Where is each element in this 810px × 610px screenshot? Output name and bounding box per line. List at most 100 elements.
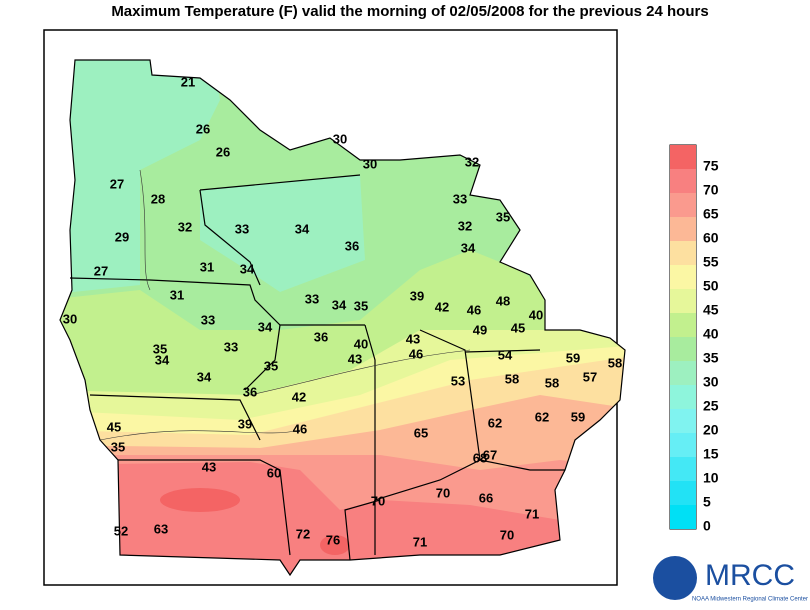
legend-label: 70 [703,182,719,198]
station-value: 57 [583,369,597,384]
station-value: 31 [200,259,214,274]
legend-label: 35 [703,350,719,366]
station-value: 35 [153,341,167,356]
station-value: 46 [293,421,307,436]
legend-label: 0 [703,518,711,534]
legend-swatch [670,217,696,241]
station-value: 67 [483,447,497,462]
legend-swatch [670,505,696,529]
legend-label: 65 [703,206,719,222]
station-value: 62 [488,415,502,430]
station-value: 60 [267,465,281,480]
station-value: 46 [409,346,423,361]
legend-label: 75 [703,158,719,174]
legend-label: 45 [703,302,719,318]
station-value: 45 [511,320,525,335]
station-value: 40 [529,307,543,322]
station-value: 43 [406,331,420,346]
station-value: 32 [458,218,472,233]
station-value: 40 [354,336,368,351]
legend-label: 55 [703,254,719,270]
legend-swatch [670,145,696,169]
station-value: 34 [155,352,170,367]
legend-label: 10 [703,470,719,486]
station-value: 71 [413,534,427,549]
station-value: 39 [238,416,252,431]
legend-label: 20 [703,422,719,438]
station-value: 33 [224,339,238,354]
station-value: 27 [94,263,108,278]
legend-swatch [670,481,696,505]
station-value: 46 [467,302,481,317]
station-value: 72 [296,526,310,541]
station-value: 30 [363,156,377,171]
station-value: 35 [111,439,125,454]
station-value: 35 [264,358,278,373]
station-value: 42 [292,389,306,404]
station-value: 66 [479,490,493,505]
legend-label: 25 [703,398,719,414]
legend-label: 40 [703,326,719,342]
legend-label: 15 [703,446,719,462]
legend-swatch [670,433,696,457]
station-value: 32 [178,219,192,234]
station-value: 65 [414,425,428,440]
borders [59,59,626,577]
legend-label: 60 [703,230,719,246]
station-value: 54 [498,347,513,362]
legend-label: 30 [703,374,719,390]
legend-swatch [670,313,696,337]
title: Maximum Temperature (F) valid the mornin… [111,3,708,20]
station-value: 42 [435,299,449,314]
station-value: 45 [107,419,121,434]
station-value: 26 [216,144,230,159]
station-value: 30 [333,131,347,146]
station-value: 43 [202,459,216,474]
station-value: 52 [114,523,128,538]
logo-subtitle: NOAA Midwestern Regional Climate Center [692,597,808,603]
station-value: 63 [154,521,168,536]
station-value: 59 [571,409,585,424]
station-value: 36 [345,238,359,253]
station-value: 76 [326,532,340,547]
station-value: 58 [505,371,519,386]
station-value: 34 [295,221,310,236]
station-value: 70 [436,485,450,500]
station-value: 32 [465,154,479,169]
station-value: 33 [201,312,215,327]
station-value: 36 [314,329,328,344]
legend-swatch [670,289,696,313]
station-value: 26 [196,121,210,136]
station-value: 59 [566,350,580,365]
station-value: 71 [525,506,539,521]
station-value: 35 [354,298,368,313]
station-value: 34 [240,261,255,276]
station-value: 70 [371,493,385,508]
station-value: 33 [235,221,249,236]
legend-swatch [670,265,696,289]
legend-swatch [670,361,696,385]
legend-label: 50 [703,278,719,294]
station-value: 27 [110,176,124,191]
station-value: 58 [545,375,559,390]
station-value: 21 [181,74,195,89]
legend-swatch [670,169,696,193]
legend-swatch [670,385,696,409]
station-value: 33 [305,291,319,306]
station-value: 28 [151,191,165,206]
logo-emblem [653,556,697,600]
station-value: 34 [461,240,476,255]
station-value: 48 [496,293,510,308]
station-value: 49 [473,322,487,337]
station-value: 70 [500,527,514,542]
station-value: 34 [258,319,273,334]
legend-swatch [670,337,696,361]
station-value: 35 [496,209,510,224]
legend-swatch [670,457,696,481]
station-value: 30 [63,311,77,326]
legend-swatch [670,241,696,265]
station-value: 36 [243,384,257,399]
station-value: 62 [535,409,549,424]
station-value: 29 [115,229,129,244]
